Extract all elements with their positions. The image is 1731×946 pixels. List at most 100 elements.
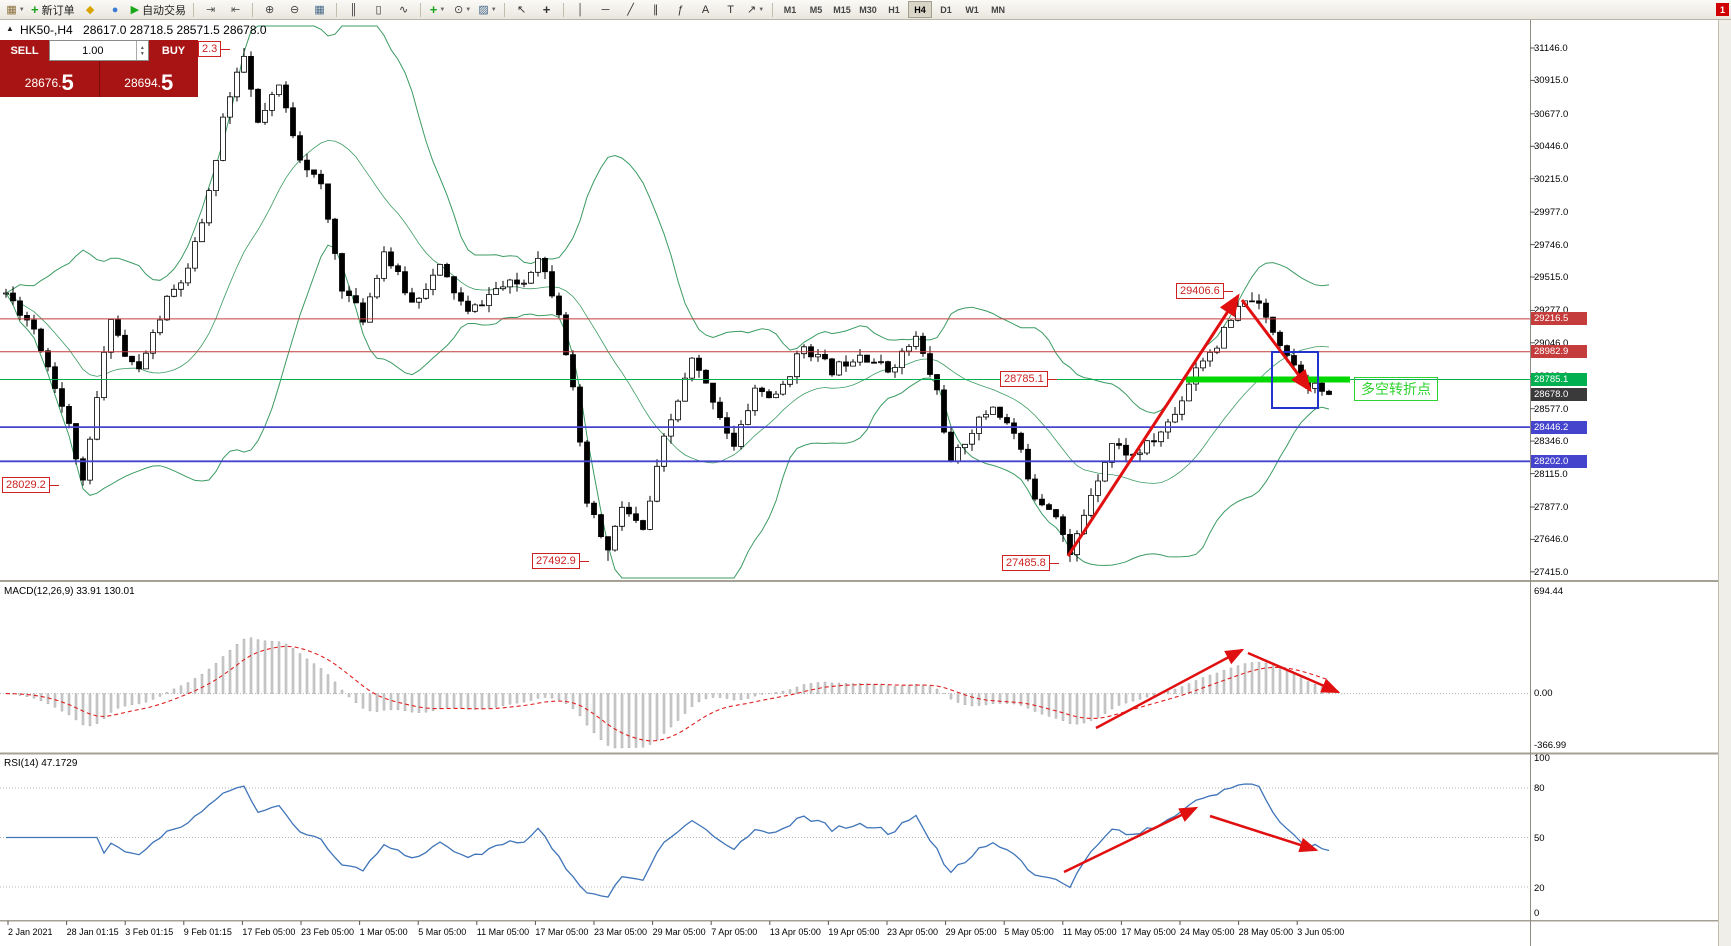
sell-button[interactable]: SELL — [0, 40, 49, 61]
chart-shift-icon[interactable]: ⇤ — [224, 1, 247, 18]
text-icon[interactable]: A — [694, 1, 717, 18]
new-order-button[interactable]: + 新订单 — [29, 1, 77, 18]
equidistant-channel-icon: ∥ — [652, 3, 659, 16]
horizontal-level-lines[interactable] — [0, 318, 1530, 463]
notifications-icon[interactable]: ● — [104, 1, 127, 18]
price-tag-28678.0: 28678.0 — [1531, 388, 1587, 401]
time-axis-label: 23 Feb 05:00 — [301, 926, 355, 937]
timeframe-w1[interactable]: W1 — [965, 4, 979, 15]
time-axis-label: 29 Apr 05:00 — [945, 926, 997, 937]
time-axis-label: 23 Apr 05:00 — [887, 926, 939, 937]
market-icon[interactable]: ◆ — [79, 1, 102, 18]
timeframe-m1[interactable]: M1 — [783, 4, 797, 15]
indicators-icon: + — [429, 1, 438, 17]
horizontal-line-icon[interactable]: ─ — [594, 1, 617, 18]
templates-icon[interactable]: ▨ ▼ — [476, 1, 499, 18]
crosshair-icon[interactable]: + — [535, 1, 558, 18]
one-click-trading-panel: SELL ▲ ▼ BUY 28676.5 28694.5 — [0, 40, 198, 97]
macd-axis-value: 694.44 — [1534, 585, 1564, 597]
tile-windows-icon: ▦ — [314, 3, 325, 16]
arrows-icon[interactable]: ↗ ▼ — [744, 1, 767, 18]
timeframe-m30[interactable]: M30 — [859, 4, 877, 15]
time-axis-label: 17 May 05:00 — [1121, 926, 1176, 937]
sell-price-button[interactable]: 28676. 5 — [0, 61, 100, 97]
rsi-axis-value: 100 — [1534, 753, 1550, 764]
rsi-axis-value: 50 — [1534, 833, 1545, 844]
timeframe-d1[interactable]: D1 — [940, 4, 952, 15]
turning-point-label[interactable]: 多空转折点 — [1354, 377, 1438, 401]
toolbar-separator — [504, 2, 506, 17]
time-axis-label: 17 Feb 05:00 — [242, 926, 296, 937]
trendline-icon[interactable]: ╱ — [619, 1, 642, 18]
price-axis-value: 29515.0 — [1534, 271, 1569, 283]
candlestick-chart-icon[interactable]: ▯ — [367, 1, 390, 18]
price-axis-value: 29977.0 — [1534, 207, 1569, 219]
autotrading-button[interactable]: ▶ 自动交易 — [129, 1, 188, 18]
price-tag-28202.0: 28202.0 — [1531, 454, 1587, 468]
indicators-icon[interactable]: + ▼ — [426, 1, 449, 18]
auto-scroll-icon[interactable]: ⇥ — [199, 1, 222, 18]
bar-chart-icon[interactable]: ║ — [342, 1, 365, 18]
vertical-line-icon[interactable]: │ — [569, 1, 592, 18]
trend-arrows[interactable] — [1063, 293, 1341, 874]
volume-spinner[interactable]: ▲ ▼ — [135, 41, 148, 60]
timeframe-h4[interactable]: H4 — [908, 1, 933, 18]
one-click-collapse-icon[interactable]: ▲ — [6, 24, 14, 33]
zoom-in-icon[interactable]: ⊕ — [258, 1, 281, 18]
vertical-scrollbar[interactable] — [1718, 20, 1731, 946]
zoom-out-icon[interactable]: ⊖ — [283, 1, 306, 18]
price-axis-value: 30215.0 — [1534, 173, 1569, 185]
timeframe-h1[interactable]: H1 — [888, 4, 900, 15]
time-axis-label: 1 Mar 05:00 — [359, 926, 408, 937]
panel-separators[interactable] — [0, 580, 1731, 922]
volume-input[interactable] — [50, 41, 136, 60]
label-icon[interactable]: T — [719, 1, 742, 18]
buy-price-button[interactable]: 28694. 5 — [99, 61, 198, 97]
spread-label[interactable]: 2.3 — [198, 41, 231, 57]
equidistant-channel-icon[interactable]: ∥ — [644, 1, 667, 18]
buy-price-frac: 5 — [160, 70, 174, 95]
peak-price-label[interactable]: 29406.6 — [1176, 283, 1233, 299]
pivot-price-label[interactable]: 28785.1 — [1000, 371, 1057, 387]
arrows-icon: ↗ — [746, 3, 757, 16]
buy-button[interactable]: BUY — [149, 40, 198, 61]
time-axis-label: 29 Mar 05:00 — [652, 926, 706, 937]
new-order-icon: + — [31, 1, 39, 17]
timeframe-m15[interactable]: M15 — [833, 4, 851, 15]
candlestick-chart-icon: ▯ — [375, 3, 382, 16]
may-low-price-label[interactable]: 27485.8 — [1002, 555, 1059, 571]
chart-window-icon[interactable]: ▦ ▼ — [4, 1, 27, 18]
bar-chart-icon: ║ — [349, 3, 358, 16]
notification-badge[interactable]: 1 — [1716, 3, 1729, 16]
timeframe-mn[interactable]: MN — [991, 4, 1006, 15]
highlight-box[interactable] — [1271, 351, 1319, 409]
time-axis-label: 28 May 05:00 — [1238, 926, 1294, 937]
toolbar-separator — [252, 2, 254, 17]
rsi-indicator-label: RSI(14) 47.1729 — [4, 758, 78, 769]
periods-icon[interactable]: ⊙ ▼ — [451, 1, 474, 18]
tile-windows-icon[interactable]: ▦ — [308, 1, 331, 18]
macd-axis-value: 0.00 — [1534, 687, 1553, 699]
spin-up-icon[interactable]: ▲ — [139, 44, 145, 51]
fibonacci-icon[interactable]: ƒ — [669, 1, 692, 18]
rsi-axis-value: 20 — [1534, 883, 1545, 894]
toolbar-separator — [420, 2, 422, 17]
spin-down-icon[interactable]: ▼ — [139, 50, 145, 57]
bollinger-bands — [5, 25, 1330, 579]
candlesticks — [3, 48, 1332, 562]
toolbar-separator — [563, 2, 565, 17]
chart-shift-icon: ⇤ — [230, 3, 241, 16]
turning-point-line[interactable] — [1186, 376, 1350, 383]
symbol-period: HK50-,H4 — [20, 23, 73, 37]
time-axis-label: 3 Feb 01:15 — [125, 926, 174, 937]
timeframe-m5[interactable]: M5 — [809, 4, 823, 15]
ohlc-values: 28617.0 28718.5 28571.5 28678.0 — [83, 23, 267, 37]
toolbar: ▦ ▼ + 新订单 ◆ ● ▶ 自动交易 ⇥ ⇤ ⊕ ⊖ ▦ ║ ▯ ∿ + ▼ ⊙ ▼ ▨ ▼ ↖ + │ ─ ╱ ∥ ƒ A T ↗ ▼ M1… — [0, 0, 1731, 20]
line-chart-icon[interactable]: ∿ — [392, 1, 415, 18]
time-axis-label: 23 Mar 05:00 — [594, 926, 648, 937]
march-low-price-label[interactable]: 27492.9 — [532, 553, 589, 569]
left-low-price-label[interactable]: 28029.2 — [2, 477, 59, 493]
macd-signal-line — [5, 645, 1330, 742]
chart-window-icon: ▦ — [6, 3, 17, 16]
cursor-icon[interactable]: ↖ — [510, 1, 533, 18]
